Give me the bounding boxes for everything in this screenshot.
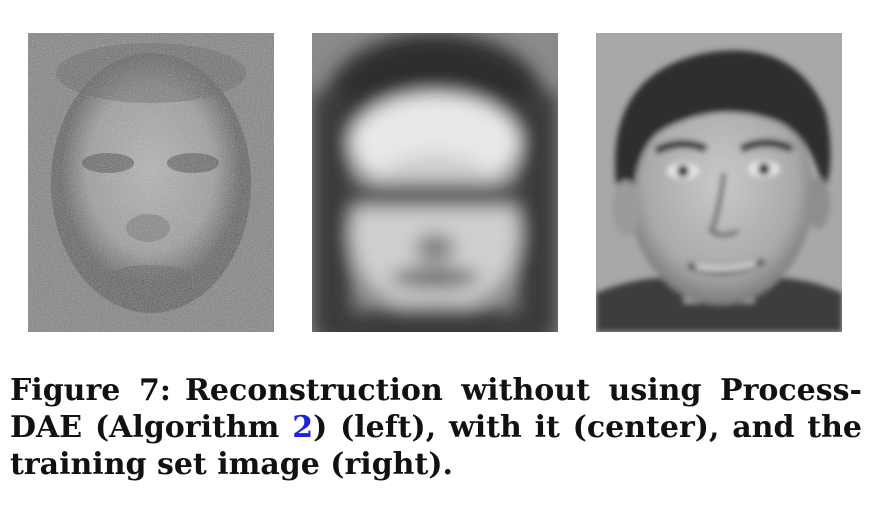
caption-text-after: ) (left), with it (center), and the trai… <box>10 410 862 482</box>
face-photo-image <box>596 33 842 332</box>
figure-images <box>28 33 842 332</box>
figure-label: Figure 7: <box>10 373 171 408</box>
caption-text-before: Reconstruction without using Process-DAE… <box>10 373 862 445</box>
noisy-face-image <box>28 33 274 332</box>
figure-caption: Figure 7: Reconstruction without using Pr… <box>10 372 862 483</box>
algorithm-reference-link[interactable]: 2 <box>292 410 314 445</box>
blurred-face-image <box>312 33 558 332</box>
